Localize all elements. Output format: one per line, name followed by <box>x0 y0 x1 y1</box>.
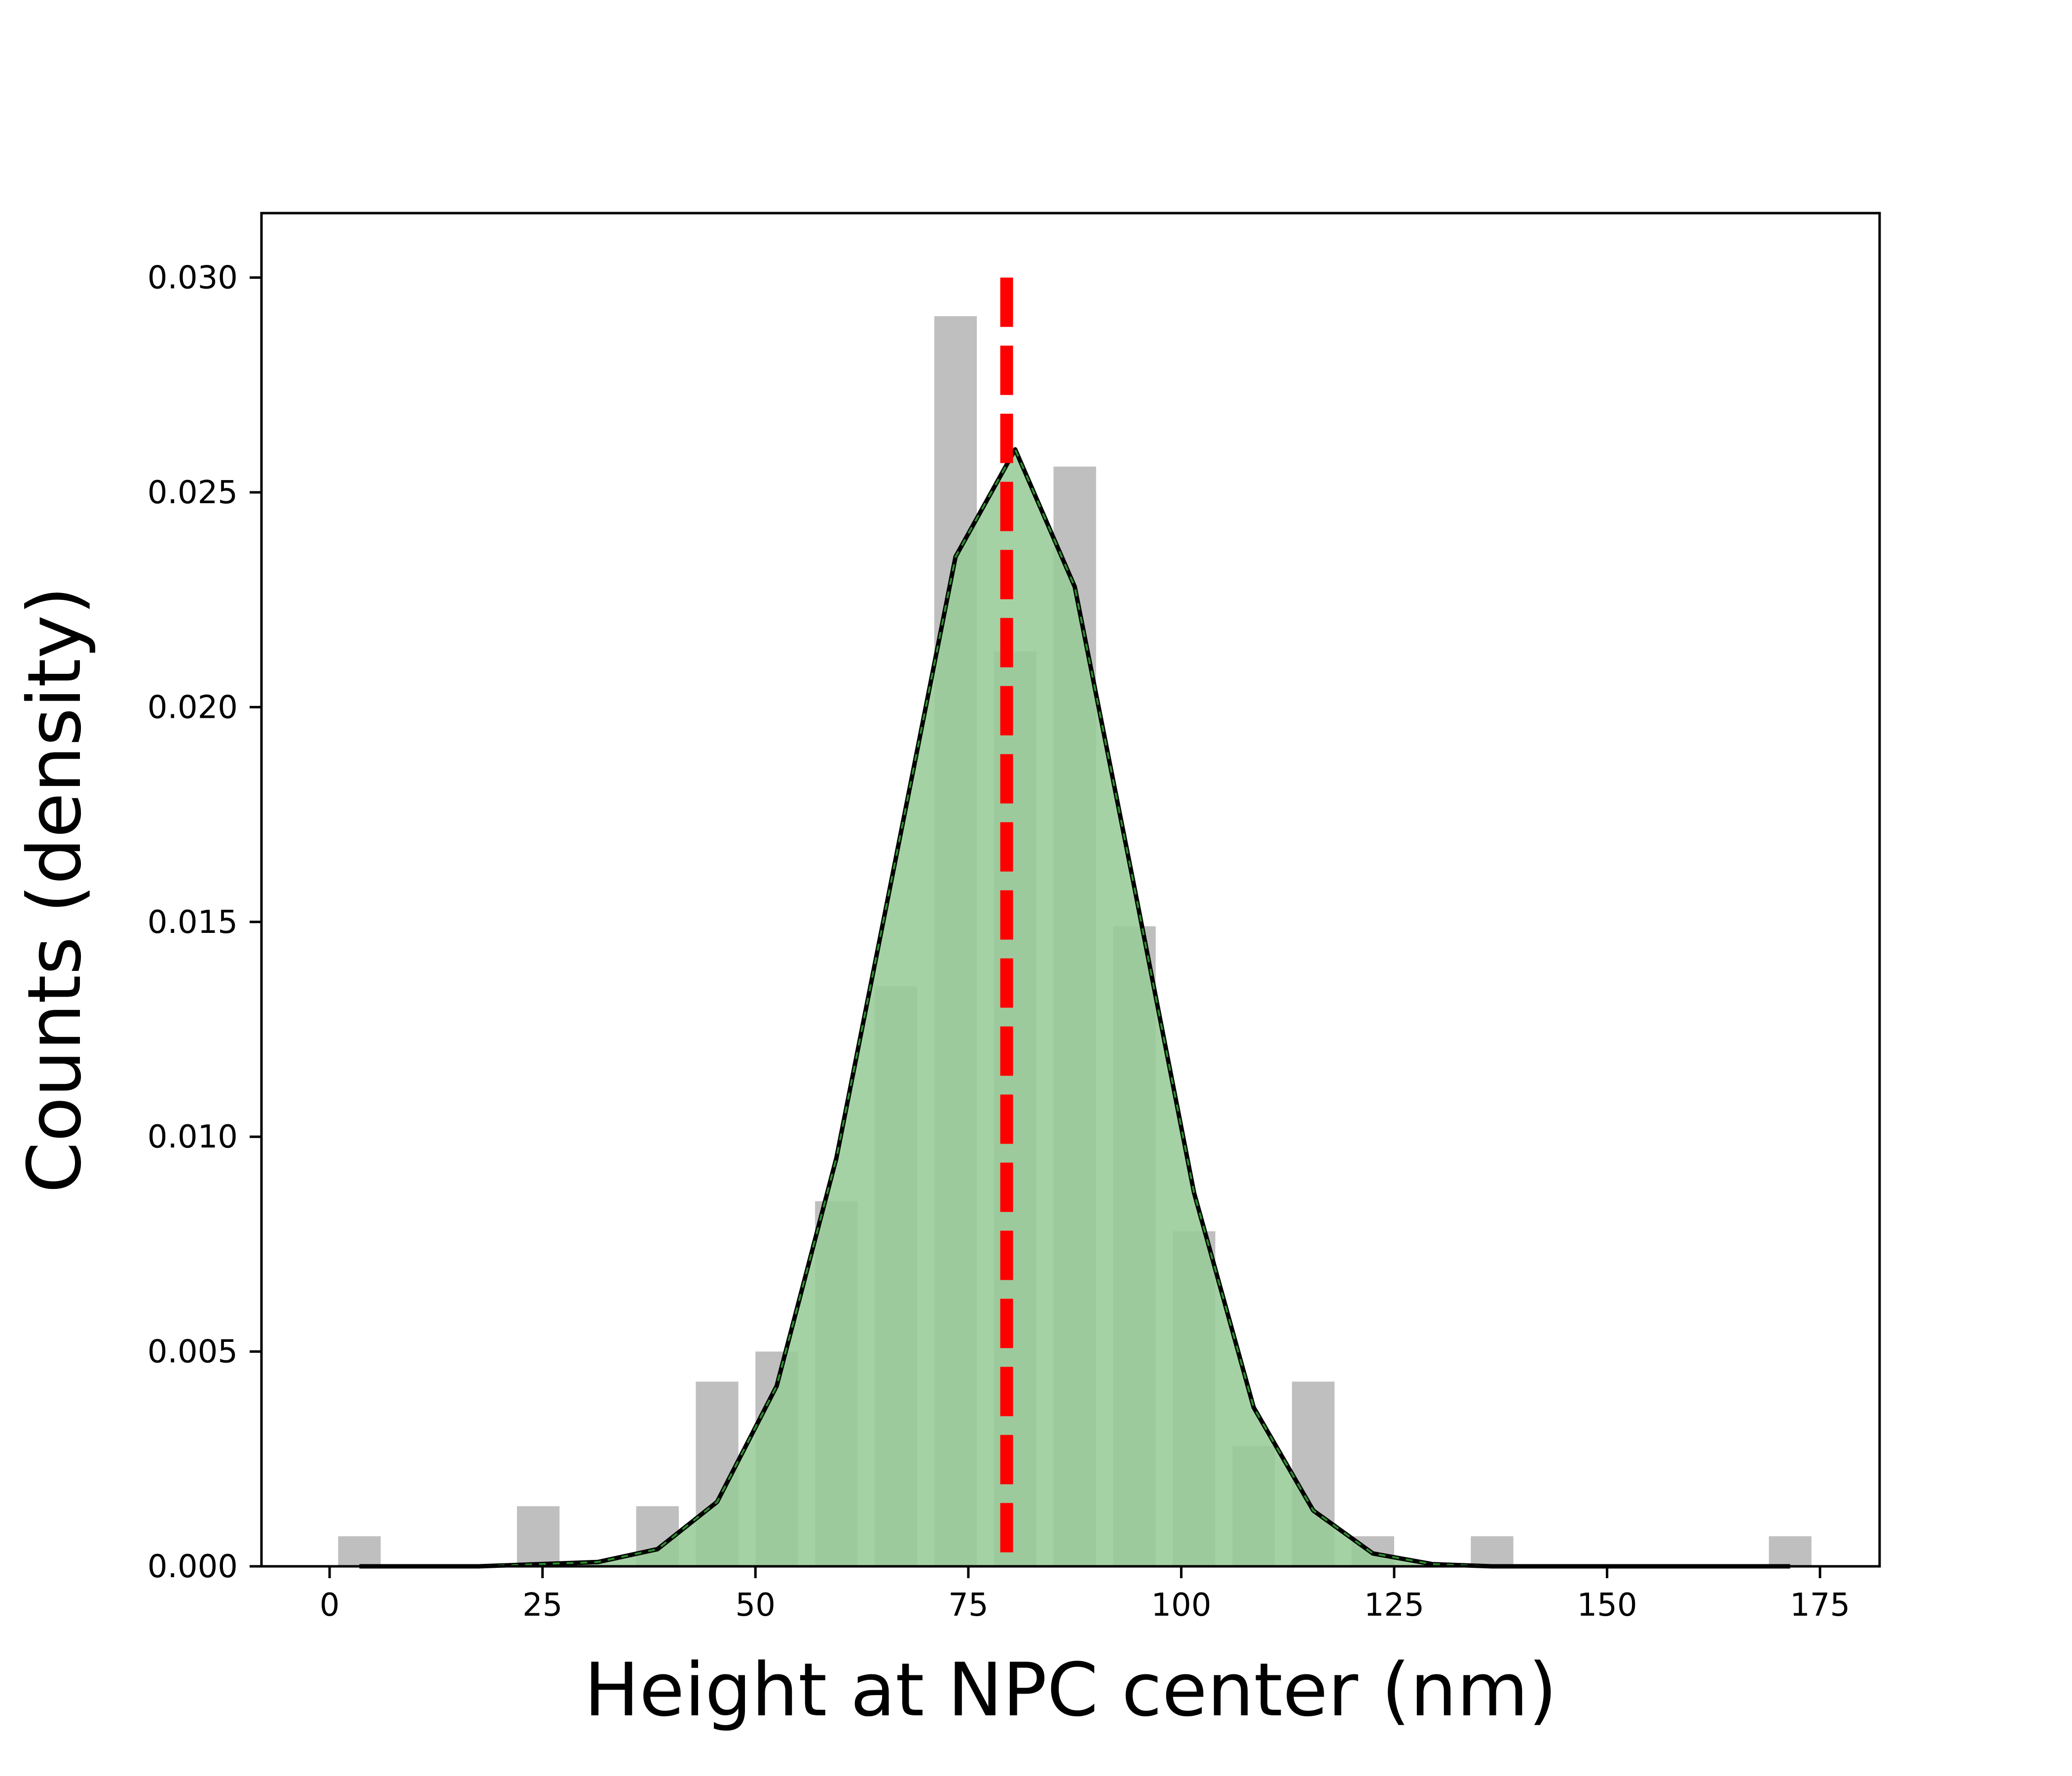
y-axis-label: Counts (density) <box>12 586 98 1193</box>
density-fill-area <box>359 449 1790 1567</box>
histogram-bar-1 <box>517 1506 560 1566</box>
x-tick-label: 25 <box>522 1587 562 1624</box>
density-area <box>359 449 1790 1567</box>
plot-frame <box>260 212 1881 1568</box>
y-axis-ticks: 0.000 0.005 0.010 0.015 0.020 0.025 0.030 <box>148 260 261 1585</box>
y-tick-label: 0.010 <box>148 1119 238 1155</box>
y-tick-label: 0.020 <box>148 689 238 726</box>
x-axis-label: Height at NPC center (nm) <box>584 1648 1557 1733</box>
x-tick-label: 100 <box>1151 1587 1211 1624</box>
x-tick-label: 0 <box>320 1587 340 1624</box>
histogram-bar-15 <box>1471 1536 1514 1566</box>
density-curve-dash <box>359 447 1790 1567</box>
y-tick-label: 0.030 <box>148 260 238 296</box>
x-tick-label: 150 <box>1577 1587 1637 1624</box>
x-tick-label: 175 <box>1790 1587 1850 1624</box>
y-tick-label: 0.015 <box>148 904 238 941</box>
x-tick-label: 75 <box>948 1587 988 1624</box>
y-tick-label: 0.000 <box>148 1549 238 1585</box>
histogram-bar-16 <box>1769 1536 1812 1566</box>
histogram-bar-0 <box>338 1536 381 1566</box>
x-axis-ticks: 0 25 50 75 100 125 150 175 <box>320 1566 1850 1624</box>
y-tick-label: 0.025 <box>148 475 238 511</box>
x-tick-label: 125 <box>1364 1587 1424 1624</box>
y-tick-label: 0.005 <box>148 1334 238 1370</box>
x-tick-label: 50 <box>736 1587 776 1624</box>
